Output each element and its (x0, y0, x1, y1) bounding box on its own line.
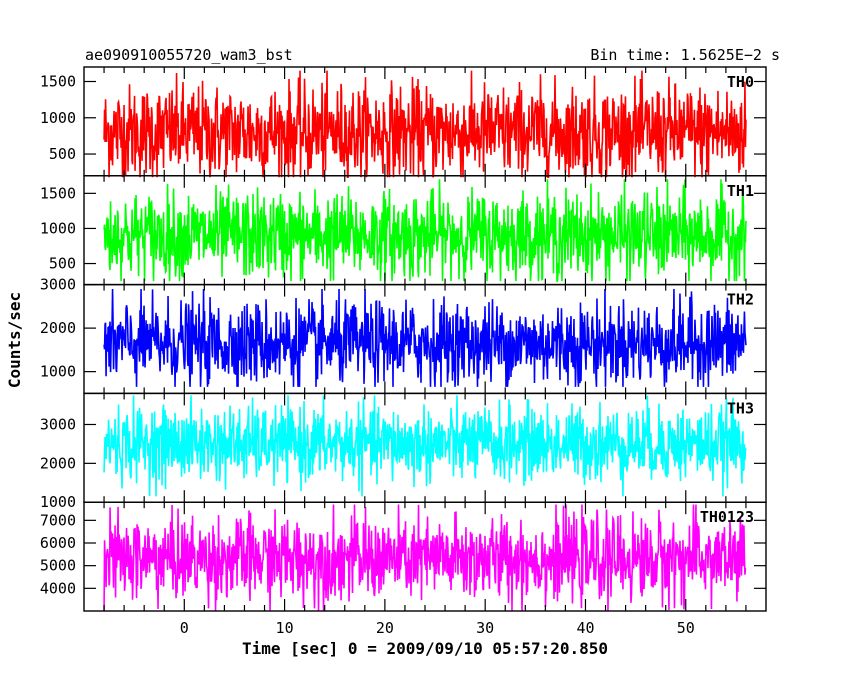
x-axis-label: Time [sec] 0 = 2009/09/10 05:57:20.850 (242, 639, 608, 658)
y-tick-label: 3000 (40, 276, 76, 294)
series-line-th3 (103, 395, 747, 497)
y-tick-label: 2000 (40, 454, 76, 472)
series-label-th3: TH3 (727, 399, 754, 417)
y-tick-label: 4000 (40, 579, 76, 597)
y-tick-label: 3000 (40, 415, 76, 433)
series-label-th2: TH2 (727, 291, 754, 309)
series-line-th2 (103, 288, 747, 387)
series-line-th0 (103, 70, 747, 179)
y-tick-label: 1000 (40, 493, 76, 511)
series-label-th1: TH1 (727, 182, 754, 200)
y-tick-label: 7000 (40, 511, 76, 529)
bin-time-label: Bin time: 1.5625E−2 s (590, 46, 780, 64)
series-label-th0: TH0 (727, 73, 754, 91)
y-tick-label: 1000 (40, 219, 76, 237)
y-axis-label: Counts/sec (5, 292, 24, 388)
y-tick-label: 1500 (40, 73, 76, 91)
chart-title: ae090910055720_wam3_bst (85, 46, 293, 64)
x-tick-label: 0 (180, 619, 189, 637)
y-tick-label: 5000 (40, 557, 76, 575)
x-tick-label: 50 (677, 619, 695, 637)
x-tick-label: 10 (276, 619, 294, 637)
x-tick-label: 20 (376, 619, 394, 637)
panel-th3: 1000 2000 3000 TH3 (40, 392, 767, 511)
series-line-th0123 (103, 504, 747, 612)
y-tick-label: 1000 (40, 363, 76, 381)
y-tick-label: 1000 (40, 109, 76, 127)
panel-th0: 500 1000 1500 TH0 (40, 66, 767, 179)
y-tick-label: 500 (49, 255, 76, 273)
panel-th1: 500 1000 1500 TH1 (40, 175, 767, 286)
y-tick-label: 6000 (40, 534, 76, 552)
x-tick-label: 40 (576, 619, 594, 637)
panel-th2: 1000 2000 3000 TH2 (40, 276, 767, 395)
x-tick-label: 30 (476, 619, 494, 637)
y-tick-label: 500 (49, 145, 76, 163)
y-tick-label: 2000 (40, 319, 76, 337)
panel-th0123: 4000 5000 6000 7000 TH0123 (40, 501, 767, 612)
series-label-th0123: TH0123 (700, 508, 754, 526)
y-tick-label: 1500 (40, 184, 76, 202)
series-line-th1 (103, 179, 747, 282)
